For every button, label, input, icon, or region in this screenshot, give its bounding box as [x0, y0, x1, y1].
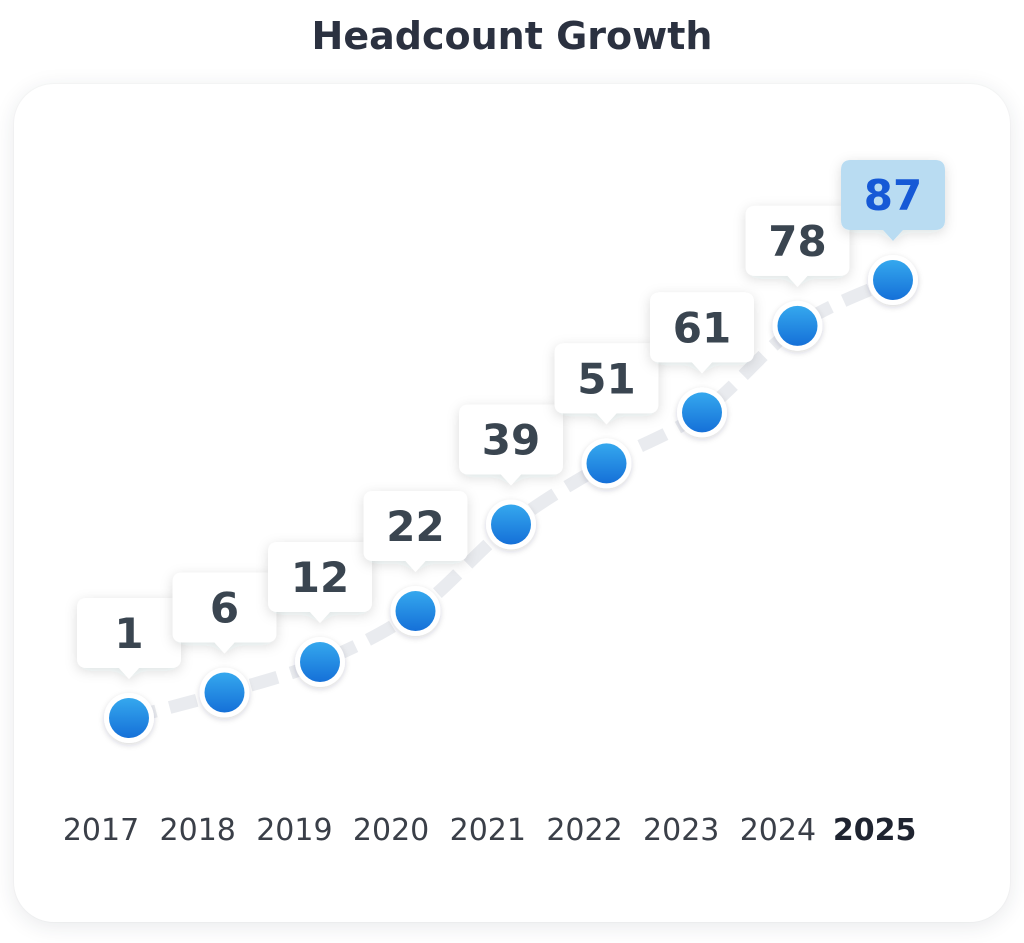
x-tick-label: 2019: [256, 813, 332, 848]
data-point: [395, 591, 436, 632]
x-tick-label: 2017: [63, 813, 139, 848]
series-line: [127, 274, 896, 725]
data-label: 61: [673, 303, 731, 352]
x-tick-label: 2020: [353, 813, 429, 848]
x-tick-label: 2022: [546, 813, 622, 848]
data-label-callout: 39: [459, 404, 563, 486]
data-label-box: [268, 541, 372, 623]
data-point: [777, 305, 818, 346]
data-label: 22: [386, 502, 444, 551]
line-layer: [127, 274, 896, 725]
data-label-callout: 87: [841, 160, 945, 241]
data-label-callout: 12: [268, 541, 372, 623]
data-point: [682, 392, 722, 433]
data-label-box: [459, 404, 563, 486]
data-label-box: [77, 598, 181, 679]
x-tick-label: 2018: [160, 813, 236, 848]
data-label: 6: [210, 584, 239, 633]
data-label-box: [841, 160, 945, 241]
data-label-box: [554, 343, 659, 425]
data-label: 12: [291, 553, 349, 602]
data-label-callout: 51: [554, 343, 659, 425]
data-label-callout: 78: [745, 205, 850, 287]
data-point: [109, 698, 149, 738]
data-label: 78: [768, 217, 826, 266]
chart-title: Headcount Growth: [311, 14, 713, 58]
data-point: [204, 672, 245, 713]
x-tick-label: 2023: [643, 813, 719, 848]
data-label: 1: [114, 609, 143, 658]
data-label-box: [650, 292, 754, 374]
data-label-callout: 6: [172, 572, 277, 654]
x-tick-label: 2024: [740, 813, 816, 848]
x-tick-label: 2021: [450, 813, 526, 848]
data-label: 51: [577, 354, 635, 403]
x-axis: 2017 2018 2019 2020 2021 2022 2023 2024 2025: [63, 813, 917, 848]
data-label-callout: 1: [77, 598, 181, 679]
data-label-box: [745, 205, 850, 287]
data-label: 87: [864, 171, 922, 220]
data-point: [491, 504, 531, 545]
data-label-box: [363, 491, 468, 573]
data-point: [873, 260, 913, 300]
label-layer: 1 6 12 22 39 51 61 78 87: [77, 160, 945, 679]
data-label-box: [172, 572, 277, 654]
data-point: [300, 641, 340, 682]
x-tick-label: 2025: [833, 813, 917, 848]
dot-layer: [104, 255, 918, 743]
data-point: [586, 443, 627, 484]
data-label: 39: [482, 415, 540, 464]
data-label-callout: 22: [363, 491, 468, 573]
data-label-callout: 61: [650, 292, 754, 374]
